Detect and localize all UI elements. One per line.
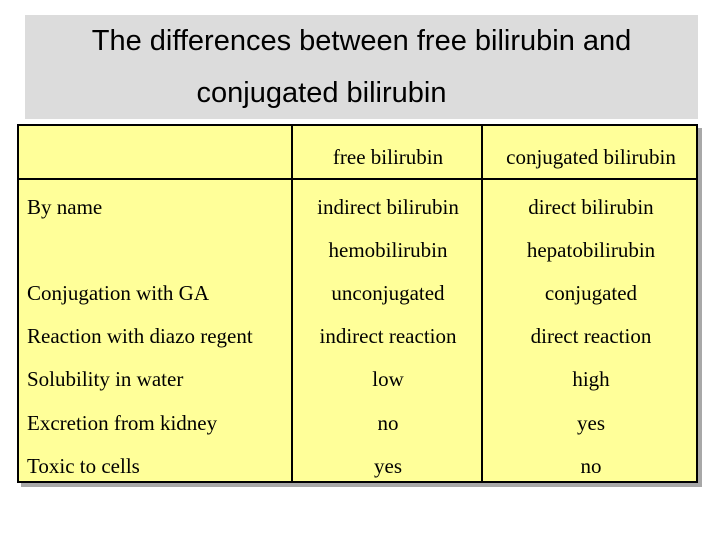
comparison-table: free bilirubin conjugated bilirubin By n… <box>17 124 698 483</box>
cell-conjugated-conjugation: conjugated <box>544 281 638 305</box>
row-label-conjugation: Conjugation with GA <box>27 281 209 305</box>
row-label-solubility: Solubility in water <box>27 367 184 391</box>
cell-free-diazo: indirect reaction <box>319 324 457 348</box>
header-free-bilirubin: free bilirubin <box>332 145 444 169</box>
header-divider <box>19 178 696 180</box>
column-divider-1 <box>291 126 293 481</box>
cell-free-toxic: yes <box>374 454 402 478</box>
cell-conjugated-alt-name: hepatobilirubin <box>526 238 656 262</box>
cell-conjugated-toxic: no <box>580 454 602 478</box>
row-label-diazo: Reaction with diazo regent <box>27 324 253 348</box>
cell-free-conjugation: unconjugated <box>331 281 445 305</box>
cell-conjugated-excretion: yes <box>577 411 605 435</box>
title-line-2: conjugated bilirubin <box>196 77 447 109</box>
row-label-excretion: Excretion from kidney <box>27 411 218 435</box>
row-label-by-name: By name <box>27 195 103 219</box>
column-divider-2 <box>481 126 483 481</box>
cell-conjugated-solubility: high <box>572 367 610 391</box>
title-line-1: The differences between free bilirubin a… <box>91 25 632 57</box>
cell-free-solubility: low <box>372 367 404 391</box>
row-label-toxic: Toxic to cells <box>27 454 140 478</box>
slide-title: The differences between free bilirubin a… <box>25 15 698 119</box>
header-conjugated-bilirubin: conjugated bilirubin <box>506 145 676 169</box>
cell-free-alt-name: hemobilirubin <box>328 238 448 262</box>
cell-conjugated-diazo: direct reaction <box>530 324 652 348</box>
cell-free-excretion: no <box>377 411 399 435</box>
cell-conjugated-by-name: direct bilirubin <box>528 195 654 219</box>
cell-free-by-name: indirect bilirubin <box>317 195 459 219</box>
